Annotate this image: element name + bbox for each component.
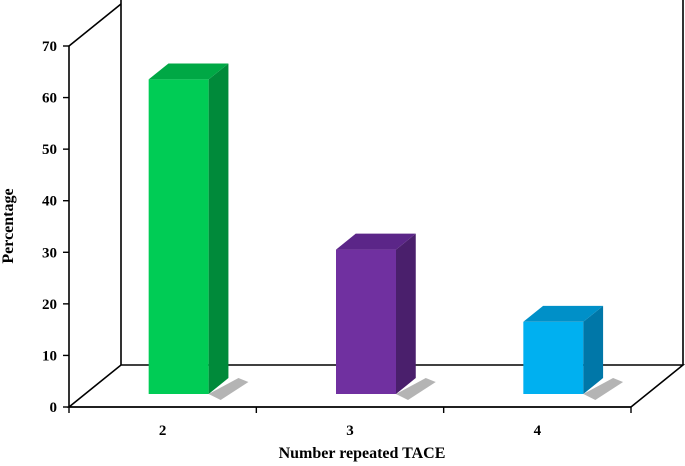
y-tick-label: 30 (42, 245, 57, 261)
bar-top-2 (148, 63, 229, 80)
y-tick-label: 20 (42, 297, 57, 313)
y-tick-label: 70 (42, 39, 57, 55)
y-tick-label: 10 (42, 348, 57, 364)
x-tick-label: 3 (346, 423, 354, 439)
bar-shadow (208, 378, 249, 400)
x-axis-title: Number repeated TACE (279, 445, 446, 462)
bar-side-2 (208, 63, 229, 394)
y-tick-label: 40 (42, 194, 57, 210)
bar-shadow (583, 378, 624, 400)
bar-top-3 (336, 233, 416, 250)
back-wall (120, 0, 684, 365)
y-tick-label: 0 (50, 400, 58, 416)
side-wall-top-edge (68, 3, 122, 47)
bar-side-4 (583, 305, 604, 394)
bar-side-3 (396, 233, 416, 394)
bar-top-4 (523, 305, 604, 322)
bars-group (148, 63, 624, 400)
y-tick-label: 60 (42, 91, 57, 107)
bar-front-2 (148, 79, 209, 395)
y-axis-title: Percentage (0, 188, 17, 263)
y-tick-label: 50 (42, 142, 57, 158)
bar-front-4 (523, 321, 584, 394)
axes-group: 0 10 20 30 40 50 60 70 2 3 4 (42, 39, 632, 439)
bar-front-3 (336, 249, 396, 394)
bar-shadow (396, 378, 436, 400)
x-tick-label: 2 (159, 423, 167, 439)
x-tick-label: 4 (534, 423, 542, 439)
